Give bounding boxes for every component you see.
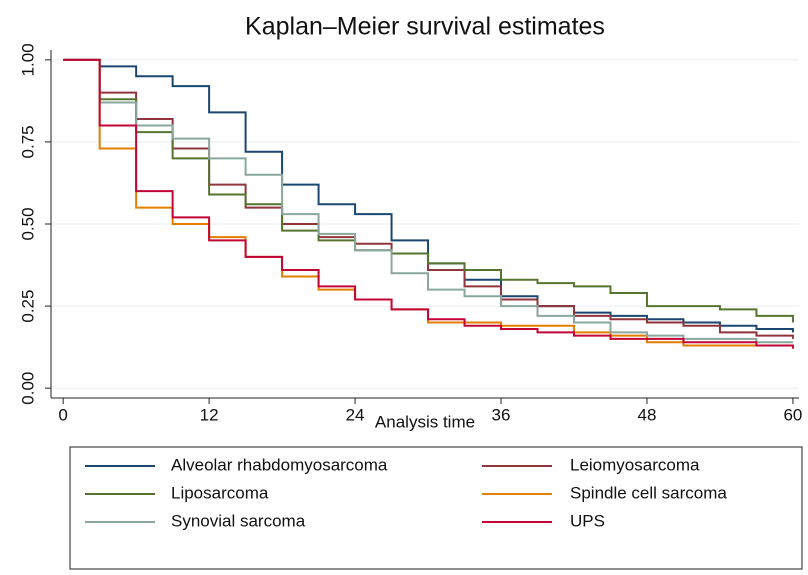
y-tick-label: 0.25 — [18, 290, 37, 323]
y-tick-label: 0.00 — [18, 372, 37, 405]
legend-label: Synovial sarcoma — [171, 511, 306, 530]
y-tick-label: 0.75 — [18, 125, 37, 158]
x-tick-label: 24 — [346, 405, 365, 424]
legend-label: Spindle cell sarcoma — [570, 483, 727, 502]
legend-label: Leiomyosarcoma — [570, 455, 700, 474]
x-tick-label: 0 — [58, 405, 67, 424]
x-tick-label: 12 — [200, 405, 219, 424]
survival-line — [63, 58, 794, 323]
legend-label: Liposarcoma — [171, 483, 269, 502]
x-axis-title: Analysis time — [375, 412, 475, 431]
legend-label: UPS — [570, 511, 605, 530]
x-tick-label: 60 — [783, 405, 802, 424]
survival-line — [63, 58, 794, 339]
y-tick-label: 1.00 — [18, 43, 37, 76]
survival-line — [63, 58, 794, 349]
x-tick-label: 48 — [638, 405, 657, 424]
legend-label: Alveolar rhabdomyosarcoma — [171, 455, 388, 474]
legend-box — [69, 446, 803, 570]
x-tick-label: 36 — [492, 405, 511, 424]
chart-title: Kaplan–Meier survival estimates — [245, 13, 605, 41]
survival-line — [63, 58, 793, 344]
y-tick-label: 0.50 — [18, 207, 37, 240]
